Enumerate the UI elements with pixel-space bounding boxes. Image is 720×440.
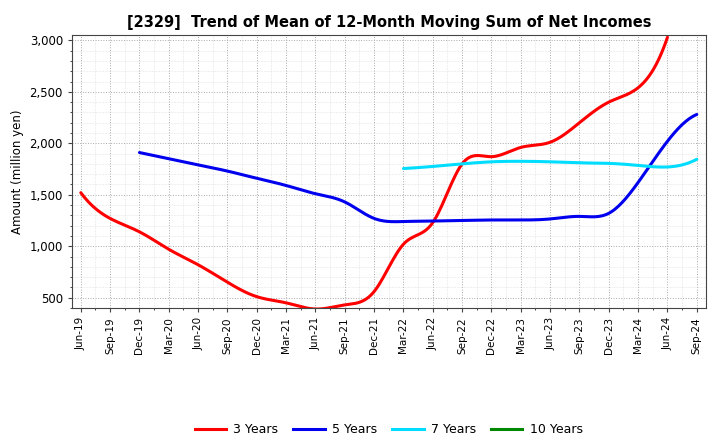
5 Years — [469, 218, 477, 223]
Line: 5 Years: 5 Years — [140, 114, 697, 222]
5 Years — [607, 209, 616, 215]
7 Years — [400, 166, 409, 171]
3 Years — [78, 193, 87, 198]
7 Years — [573, 160, 582, 165]
7 Years — [579, 160, 588, 165]
Y-axis label: Amount (million yen): Amount (million yen) — [11, 110, 24, 234]
Title: [2329]  Trend of Mean of 12-Month Moving Sum of Net Incomes: [2329] Trend of Mean of 12-Month Moving … — [127, 15, 651, 30]
5 Years — [390, 219, 399, 224]
7 Years — [665, 164, 674, 169]
5 Years — [135, 150, 144, 155]
3 Years — [312, 306, 320, 312]
3 Years — [76, 190, 85, 195]
5 Years — [478, 217, 487, 223]
7 Years — [399, 166, 408, 171]
3 Years — [610, 97, 618, 102]
7 Years — [574, 160, 582, 165]
3 Years — [573, 122, 582, 127]
5 Years — [467, 218, 476, 223]
5 Years — [137, 150, 145, 156]
Line: 7 Years: 7 Years — [403, 159, 697, 169]
7 Years — [647, 164, 655, 169]
7 Years — [693, 157, 701, 162]
3 Years — [438, 203, 446, 208]
3 Years — [663, 35, 672, 40]
3 Years — [428, 221, 436, 226]
5 Years — [693, 112, 701, 117]
3 Years — [426, 224, 434, 229]
5 Years — [642, 168, 651, 173]
Line: 3 Years: 3 Years — [81, 37, 667, 309]
Legend: 3 Years, 5 Years, 7 Years, 10 Years: 3 Years, 5 Years, 7 Years, 10 Years — [189, 418, 588, 440]
